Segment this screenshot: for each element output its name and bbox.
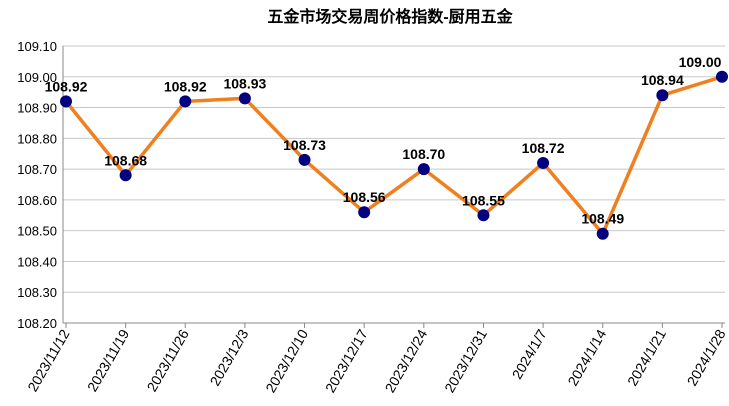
x-tick-label: 2023/12/3: [207, 326, 252, 388]
x-tick-label: 2024/1/28: [684, 326, 729, 388]
x-tick-label: 2023/12/31: [441, 326, 490, 395]
chart-title: 五金市场交易周价格指数-厨用五金: [267, 7, 513, 26]
data-label: 108.49: [581, 211, 624, 227]
y-tick-label: 108.80: [17, 131, 57, 146]
x-tick-label: 2024/1/7: [509, 326, 550, 381]
y-tick-label: 108.40: [17, 254, 57, 269]
data-label: 108.72: [522, 140, 565, 156]
x-tick-label: 2023/12/17: [322, 326, 371, 395]
data-point: [238, 92, 251, 105]
data-line: [64, 75, 723, 238]
data-point: [60, 95, 72, 108]
data-label: 108.68: [104, 152, 147, 168]
data-point: [477, 209, 490, 222]
data-point: [179, 95, 192, 108]
x-tick-label: 2023/11/19: [84, 326, 132, 394]
data-point: [716, 70, 728, 83]
data-label: 108.92: [45, 78, 88, 94]
data-label: 109.00: [679, 54, 722, 70]
data-label: 108.55: [462, 192, 505, 208]
x-tick-label: 2023/11/26: [143, 326, 191, 394]
y-tick-label: 108.70: [17, 162, 57, 177]
data-point: [596, 227, 609, 240]
y-tick-label: 108.20: [17, 316, 57, 331]
y-tick-label: 109.10: [17, 39, 57, 54]
data-label: 108.56: [343, 189, 386, 205]
data-label: 108.73: [283, 137, 326, 153]
y-tick-label: 108.50: [17, 224, 57, 239]
data-label: 108.70: [402, 146, 445, 162]
x-tick-label: 2024/1/14: [564, 326, 609, 388]
x-tick-label: 2023/11/12: [24, 326, 72, 394]
data-label: 108.94: [641, 72, 684, 88]
data-point: [298, 153, 311, 166]
y-tick-label: 108.90: [17, 101, 57, 116]
data-label: 108.93: [223, 75, 266, 91]
data-point: [537, 156, 550, 169]
x-tick-label: 2023/12/10: [262, 326, 311, 395]
x-tick-label: 2024/1/21: [624, 326, 669, 388]
y-tick-label: 108.30: [17, 285, 57, 300]
data-label: 108.92: [164, 78, 207, 94]
data-point: [119, 169, 132, 182]
data-point: [656, 89, 669, 102]
data-point: [417, 163, 430, 176]
y-tick-label: 108.60: [17, 193, 57, 208]
x-tick-label: 2023/12/24: [382, 326, 431, 395]
y-tick-label: 109.00: [17, 70, 57, 85]
data-point: [358, 206, 371, 219]
